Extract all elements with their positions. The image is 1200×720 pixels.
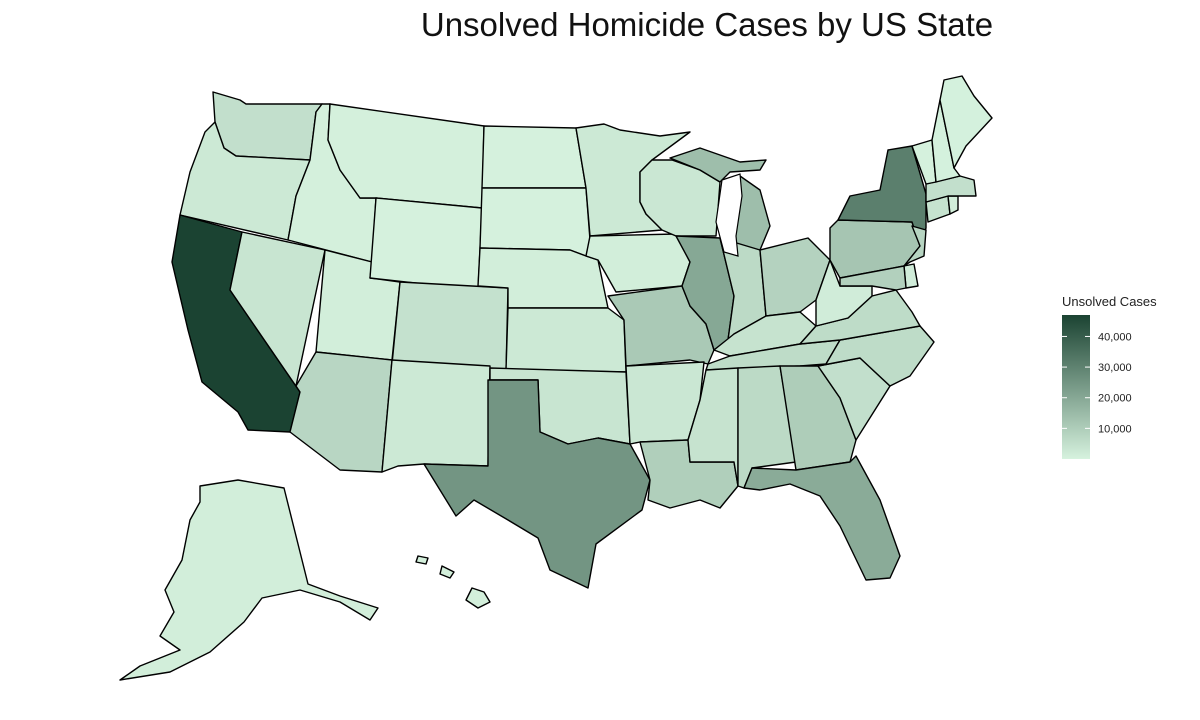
state-alaska — [119, 479, 379, 681]
state-new-jersey — [903, 225, 927, 267]
legend-tick-label: 20,000 — [1098, 393, 1132, 405]
legend-tick-label: 30,000 — [1098, 362, 1132, 374]
state-arizona — [289, 351, 393, 473]
state-north-dakota — [481, 125, 587, 189]
state-hawaii-oahu — [415, 555, 429, 565]
state-texas — [423, 379, 651, 589]
state-massachusetts — [925, 175, 977, 203]
state-new-hampshire — [931, 99, 961, 183]
state-rhode-island — [947, 195, 959, 215]
legend-color-bar — [1062, 315, 1090, 459]
state-wyoming — [369, 197, 483, 291]
legend-ticks: 10,000 20,000 30,000 40,000 — [1062, 331, 1132, 435]
state-michigan-upper — [669, 147, 767, 183]
state-hawaii-maui — [439, 565, 455, 579]
state-florida — [743, 455, 901, 581]
state-maine — [939, 75, 993, 169]
map-title: Unsolved Homicide Cases by US State — [421, 6, 993, 43]
legend: Unsolved Cases 10,000 20,000 30,000 40,000 — [1062, 294, 1157, 459]
legend-tick-label: 10,000 — [1098, 423, 1132, 435]
state-new-mexico — [381, 359, 491, 473]
state-colorado — [391, 281, 509, 373]
legend-title: Unsolved Cases — [1062, 294, 1157, 309]
state-washington — [212, 91, 323, 161]
state-hawaii — [465, 587, 491, 609]
state-south-dakota — [479, 187, 591, 257]
lake-michigan — [715, 173, 743, 257]
legend-tick-label: 40,000 — [1098, 331, 1132, 343]
state-maryland — [839, 265, 907, 291]
states-layer — [119, 75, 993, 681]
state-kansas — [505, 307, 627, 373]
